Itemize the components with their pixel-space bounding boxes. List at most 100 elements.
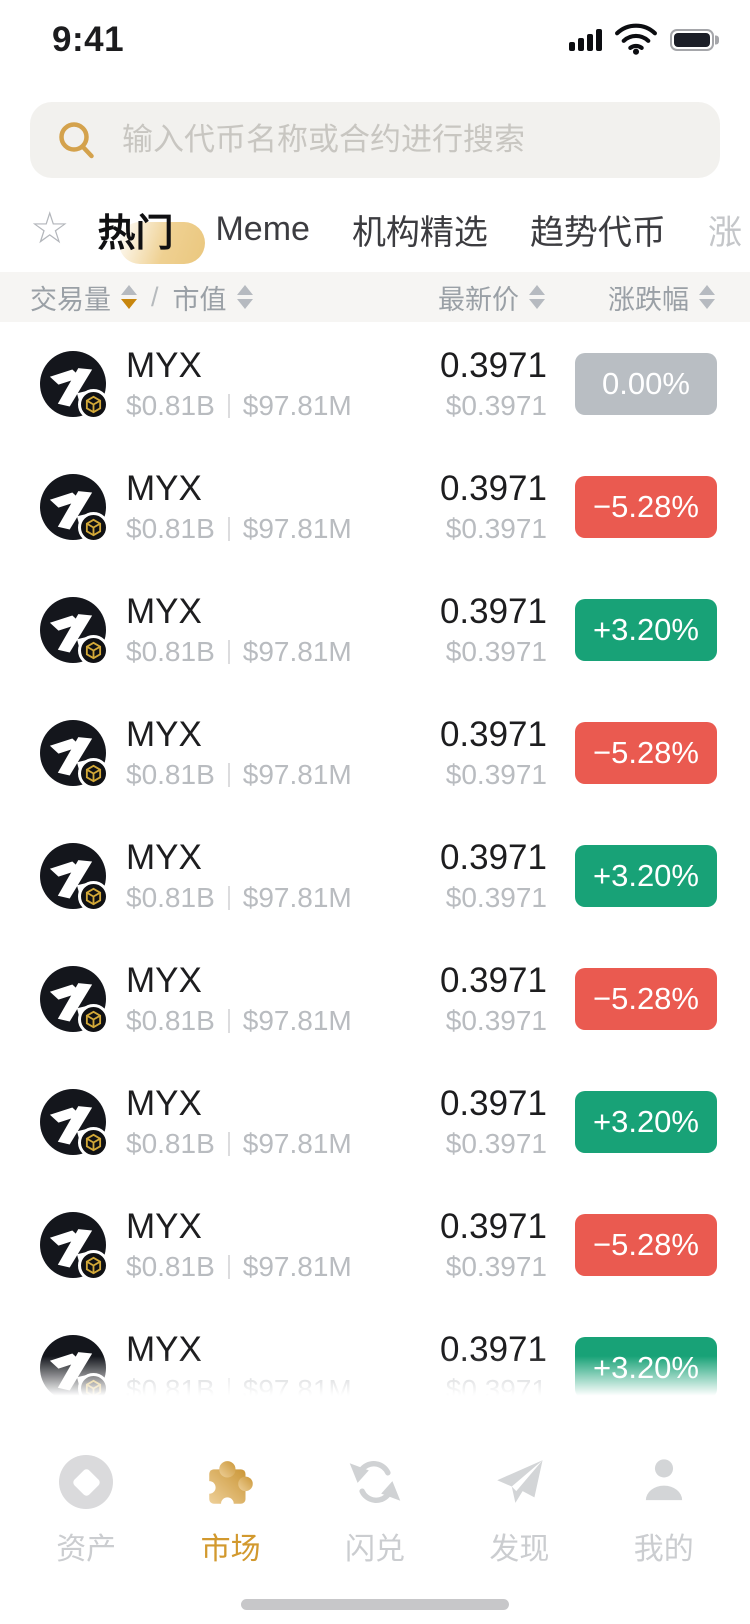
divider: [227, 393, 230, 418]
divider: [227, 1008, 230, 1033]
tab-meme[interactable]: Meme: [215, 209, 310, 248]
change-badge: 0.00%: [575, 352, 717, 415]
token-row[interactable]: MYX $0.81B $97.81M 0.3971 $0.3971 +3.20%: [0, 1306, 750, 1400]
tabbar-item-market[interactable]: 市场: [166, 1452, 296, 1568]
token-row[interactable]: MYX $0.81B $97.81M 0.3971 $0.3971 −5.28%: [0, 1183, 750, 1306]
bottom-tab-bar: 资产: [0, 1400, 750, 1624]
token-price-usd: $0.3971: [445, 389, 547, 421]
status-icons: [569, 21, 720, 60]
tab-hot[interactable]: 热门: [97, 202, 206, 264]
chain-badge-cube-icon: [78, 1003, 109, 1035]
token-row[interactable]: MYX $0.81B $97.81M 0.3971 $0.3971 −5.28%: [0, 445, 750, 568]
token-volume: $0.81B: [126, 758, 215, 790]
token-name: MYX: [126, 1083, 202, 1123]
chain-badge-cube-icon: [78, 1372, 109, 1400]
token-logo-icon: [40, 596, 109, 666]
token-volume: $0.81B: [126, 1127, 215, 1159]
token-name: MYX: [126, 837, 202, 877]
token-price: 0.3971: [439, 837, 547, 877]
token-price: 0.3971: [439, 960, 547, 1000]
token-volume: $0.81B: [126, 1250, 215, 1282]
token-row[interactable]: MYX $0.81B $97.81M 0.3971 $0.3971 +3.20%: [0, 814, 750, 937]
market-puzzle-icon: [202, 1452, 260, 1512]
token-logo-icon: [40, 1088, 109, 1158]
table-header: 交易量 / 市值 最新价 涨跌幅: [0, 272, 750, 322]
chain-badge-cube-icon: [78, 1249, 109, 1281]
token-marketcap: $97.81M: [242, 758, 352, 790]
token-logo-icon: [40, 350, 109, 420]
chain-badge-cube-icon: [78, 388, 109, 420]
token-name: MYX: [126, 591, 202, 631]
search-bar: [30, 102, 720, 178]
change-badge: +3.20%: [575, 1090, 717, 1153]
token-marketcap: $97.81M: [242, 635, 352, 667]
divider: [227, 639, 230, 664]
tabbar-item-assets[interactable]: 资产: [21, 1452, 151, 1568]
token-marketcap: $97.81M: [242, 881, 352, 913]
token-name: MYX: [126, 960, 202, 1000]
token-logo-icon: [40, 965, 109, 1035]
token-price-usd: $0.3971: [445, 1127, 547, 1159]
active-tab-highlight: [119, 221, 206, 264]
change-badge: −5.28%: [575, 967, 717, 1030]
search-input[interactable]: [122, 122, 694, 158]
token-price: 0.3971: [439, 1083, 547, 1123]
tabbar-item-swap[interactable]: 闪兑: [310, 1452, 440, 1568]
token-price-usd: $0.3971: [445, 1373, 547, 1401]
home-indicator[interactable]: [241, 1599, 509, 1610]
tab-institutional[interactable]: 机构精选: [351, 213, 488, 252]
change-badge: −5.28%: [575, 1213, 717, 1276]
chain-badge-cube-icon: [78, 511, 109, 543]
token-price-usd: $0.3971: [445, 635, 547, 667]
token-marketcap: $97.81M: [242, 1373, 352, 1401]
sort-change[interactable]: 涨跌幅: [608, 278, 715, 317]
tabbar-item-discover[interactable]: 发现: [454, 1452, 584, 1568]
token-marketcap: $97.81M: [242, 1250, 352, 1282]
sort-marketcap[interactable]: 市值: [173, 278, 253, 317]
token-logo-icon: [40, 719, 109, 789]
token-name: MYX: [126, 1329, 202, 1369]
token-name: MYX: [126, 468, 202, 508]
token-list: MYX $0.81B $97.81M 0.3971 $0.3971 0.00%: [0, 322, 750, 1400]
token-row[interactable]: MYX $0.81B $97.81M 0.3971 $0.3971 −5.28%: [0, 691, 750, 814]
status-bar: 9:41: [0, 0, 750, 66]
battery-icon: [670, 29, 719, 51]
signal-icon: [569, 29, 602, 51]
token-marketcap: $97.81M: [242, 389, 352, 421]
chain-badge-cube-icon: [78, 1126, 109, 1158]
sort-arrows-marketcap: [236, 285, 253, 309]
swap-icon: [346, 1452, 404, 1512]
favorites-star-icon[interactable]: ☆: [30, 204, 70, 253]
token-price: 0.3971: [439, 714, 547, 754]
divider: [227, 885, 230, 910]
token-name: MYX: [126, 345, 202, 385]
token-row[interactable]: MYX $0.81B $97.81M 0.3971 $0.3971 0.00%: [0, 322, 750, 445]
token-price-usd: $0.3971: [445, 512, 547, 544]
token-logo-icon: [40, 1334, 109, 1400]
sort-volume[interactable]: 交易量: [30, 278, 137, 317]
token-volume: $0.81B: [126, 389, 215, 421]
change-badge: +3.20%: [575, 598, 717, 661]
discover-plane-icon: [490, 1452, 548, 1512]
token-price: 0.3971: [439, 345, 547, 385]
tab-trending[interactable]: 趋势代币: [529, 213, 666, 252]
token-row[interactable]: MYX $0.81B $97.81M 0.3971 $0.3971 −5.28%: [0, 937, 750, 1060]
token-marketcap: $97.81M: [242, 1127, 352, 1159]
token-logo-icon: [40, 1211, 109, 1281]
sort-price[interactable]: 最新价: [438, 278, 545, 317]
token-logo-icon: [40, 842, 109, 912]
token-row[interactable]: MYX $0.81B $97.81M 0.3971 $0.3971 +3.20%: [0, 568, 750, 691]
change-badge: −5.28%: [575, 721, 717, 784]
token-price-usd: $0.3971: [445, 1250, 547, 1282]
change-badge: −5.28%: [575, 475, 717, 538]
token-volume: $0.81B: [126, 881, 215, 913]
divider: [227, 762, 230, 787]
tabbar-item-profile[interactable]: 我的: [599, 1452, 729, 1568]
tab-gainers-truncated[interactable]: 涨: [707, 213, 742, 252]
token-row[interactable]: MYX $0.81B $97.81M 0.3971 $0.3971 +3.20%: [0, 1060, 750, 1183]
change-badge: +3.20%: [575, 844, 717, 907]
token-price-usd: $0.3971: [445, 881, 547, 913]
status-time: 9:41: [52, 20, 125, 59]
token-name: MYX: [126, 714, 202, 754]
token-price: 0.3971: [439, 591, 547, 631]
